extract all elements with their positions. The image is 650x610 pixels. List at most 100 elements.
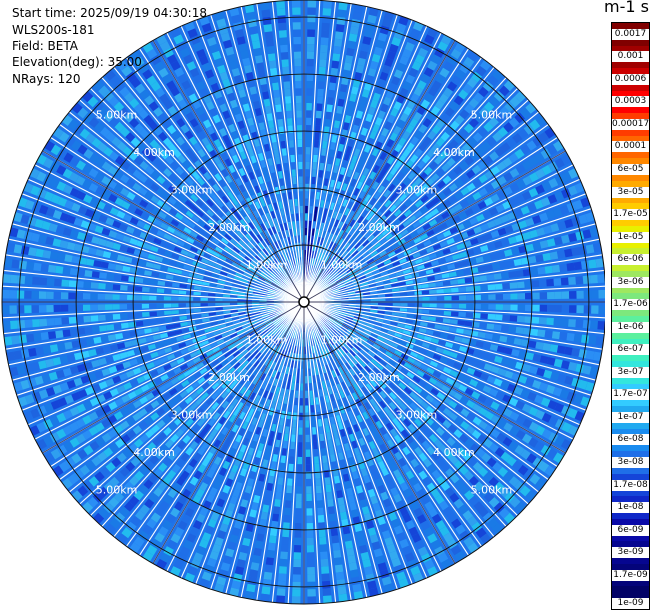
ppi-gate — [339, 190, 345, 198]
ppi-gate — [307, 567, 315, 575]
ppi-gate — [42, 250, 52, 259]
ppi-gate — [314, 236, 318, 244]
ppi-gate — [315, 267, 319, 275]
ppi-gate — [298, 420, 303, 428]
ppi-gate — [327, 278, 334, 284]
ppi-gate — [504, 370, 514, 379]
ppi-gate — [522, 403, 532, 414]
ppi-gate — [358, 275, 367, 280]
ppi-gate — [410, 351, 419, 358]
ppi-gate — [335, 368, 341, 377]
ppi-gate — [326, 331, 332, 338]
ppi-gate — [408, 261, 416, 267]
ppi-gate — [215, 303, 223, 306]
ppi-gate — [317, 260, 322, 268]
ppi-gate — [425, 201, 435, 210]
ppi-gate — [469, 379, 479, 387]
ppi-gate — [480, 533, 492, 545]
ppi-gate — [487, 242, 496, 251]
ppi-gate — [532, 292, 540, 300]
ppi-gate — [421, 283, 429, 289]
ppi-gate — [428, 377, 438, 385]
ppi-gate — [64, 341, 73, 350]
ppi-gate — [394, 143, 403, 153]
ppi-gate — [344, 114, 352, 124]
ppi-gate — [347, 554, 356, 564]
ppi-gate — [330, 179, 335, 188]
ppi-gate — [379, 347, 387, 354]
ppi-gate — [401, 263, 410, 269]
ppi-gate — [333, 307, 341, 310]
ppi-gate — [460, 174, 470, 183]
range-ring-label: 4.00km — [433, 146, 475, 159]
ppi-gate — [337, 330, 345, 337]
ppi-gate — [509, 168, 520, 178]
ppi-gate — [500, 451, 511, 462]
ppi-gate — [458, 312, 466, 317]
ppi-gate — [341, 373, 348, 381]
ppi-gate — [363, 299, 371, 302]
ppi-gate — [293, 559, 301, 568]
ppi-gate — [380, 271, 389, 276]
ppi-gate — [360, 127, 368, 136]
ppi-gate — [331, 313, 339, 317]
ppi-gate — [134, 303, 142, 309]
ppi-gate — [547, 194, 558, 204]
ppi-gate — [340, 326, 348, 333]
ppi-gate — [457, 278, 466, 284]
ppi-gate — [319, 207, 323, 215]
ppi-gate — [424, 92, 434, 103]
ppi-gate — [392, 303, 401, 306]
ppi-gate — [398, 281, 407, 286]
ppi-gate — [414, 309, 422, 313]
ppi-gate — [390, 342, 399, 348]
ppi-gate — [315, 321, 321, 328]
ppi-gate — [372, 229, 381, 237]
ppi-gate — [435, 457, 446, 467]
ppi-gate — [350, 417, 357, 426]
ppi-gate — [509, 496, 521, 508]
ppi-gate — [429, 289, 437, 294]
ppi-gate — [349, 162, 356, 171]
ppi-gate — [321, 316, 328, 322]
ppi-gate — [504, 347, 513, 355]
ppi-gate — [308, 228, 311, 236]
ppi-gate — [414, 396, 424, 405]
ppi-gate — [326, 193, 332, 202]
ppi-gate — [510, 293, 518, 300]
ppi-gate — [535, 478, 547, 490]
ppi-gate — [414, 418, 423, 427]
ppi-gate — [379, 215, 387, 223]
ppi-gate — [487, 284, 496, 291]
ppi-gate — [515, 400, 525, 410]
ppi-gate — [298, 154, 303, 162]
ppi-gate — [313, 154, 318, 163]
ppi-gate — [372, 92, 381, 102]
ppi-gate — [327, 499, 334, 507]
ppi-gate — [396, 372, 405, 380]
ppi-gate — [432, 353, 442, 361]
ppi-gate — [408, 215, 417, 223]
ppi-gate — [331, 242, 337, 251]
ppi-gate — [454, 178, 464, 188]
ppi-gate — [399, 112, 409, 122]
ppi-gate — [356, 302, 364, 305]
ppi-gate — [541, 412, 552, 423]
ppi-gate — [352, 365, 360, 374]
ppi-gate — [451, 442, 462, 452]
ppi-gate — [320, 558, 329, 567]
ppi-gate — [490, 401, 500, 411]
ppi-gate — [419, 363, 429, 371]
ppi-gate — [414, 464, 424, 474]
colorbar-tick-label: 0.0003 — [612, 96, 649, 108]
ppi-gate — [412, 320, 421, 326]
ppi-gate — [337, 256, 344, 263]
ppi-gate — [531, 316, 540, 324]
ppi-gate — [306, 117, 312, 126]
ppi-gate — [359, 278, 368, 283]
ppi-gate — [344, 320, 352, 326]
ppi-gate — [508, 476, 520, 487]
ppi-gate — [18, 260, 27, 270]
ppi-gate — [473, 112, 485, 123]
